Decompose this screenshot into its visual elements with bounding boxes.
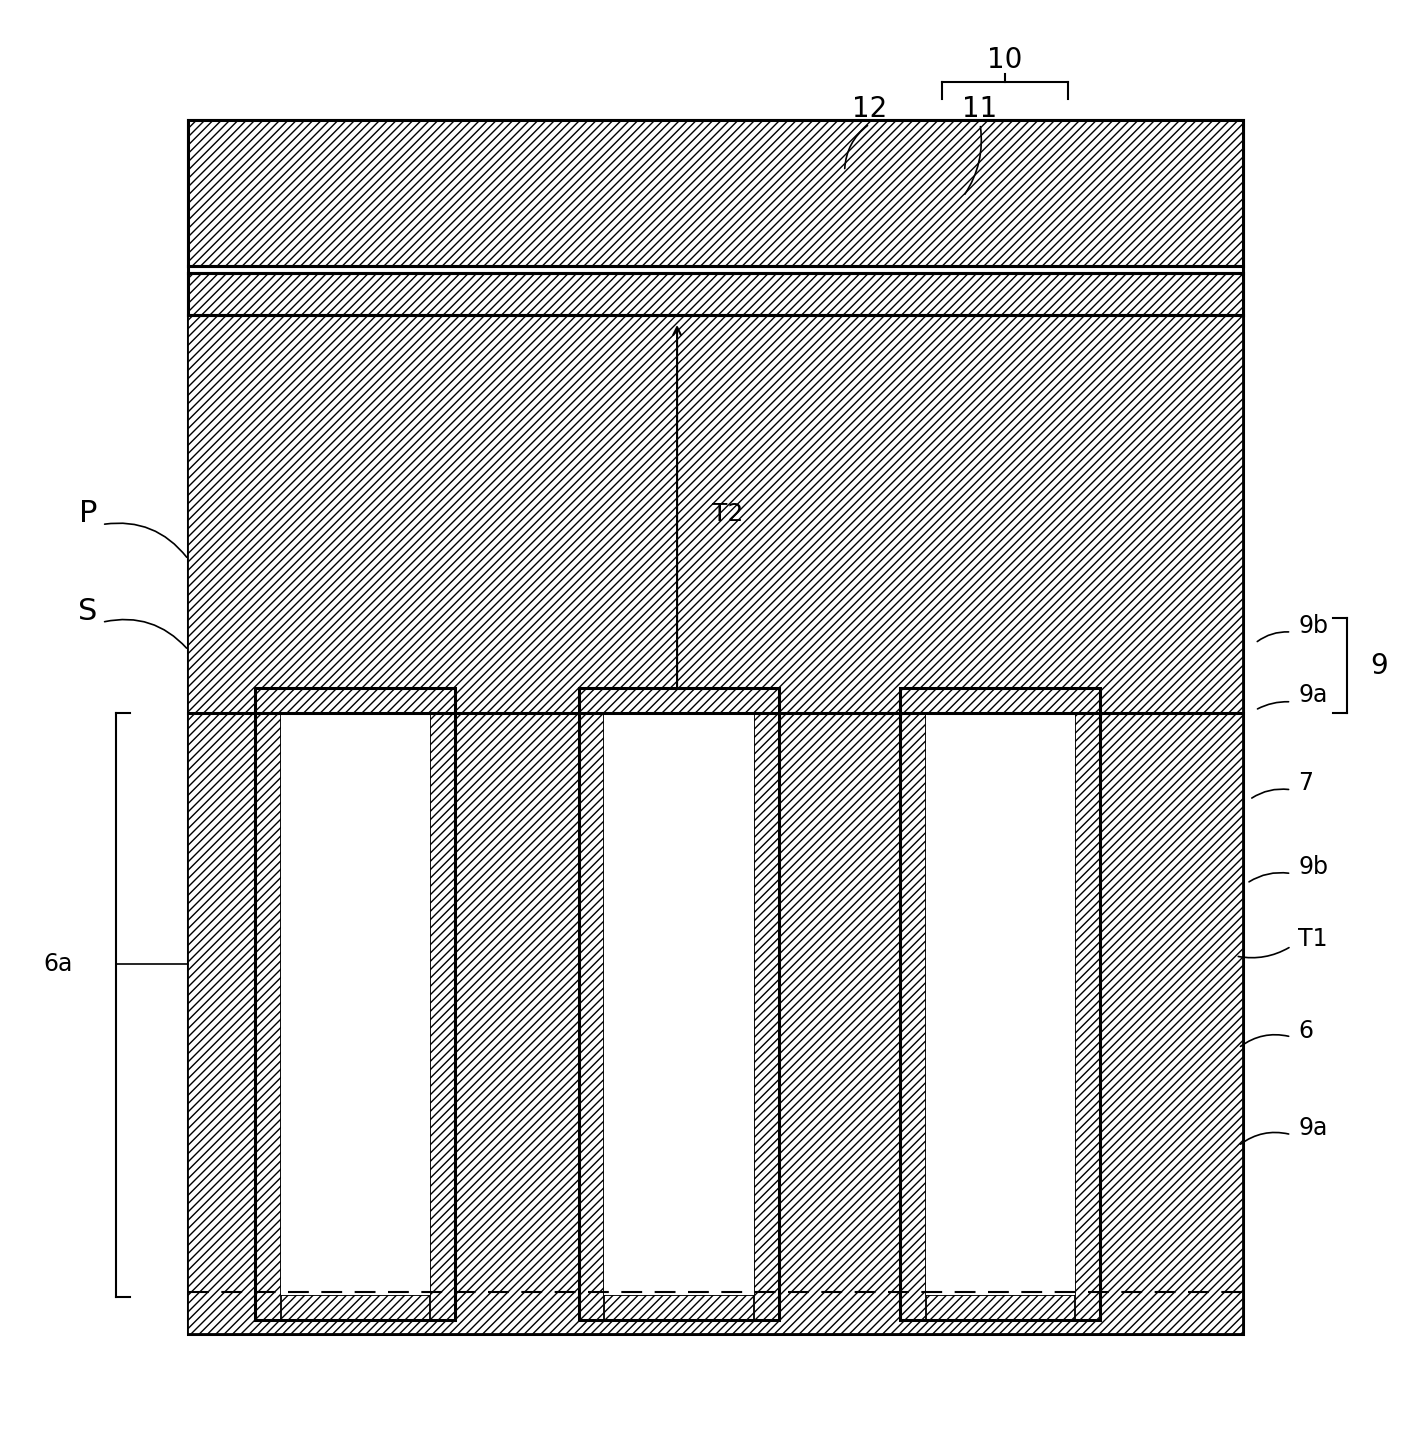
Bar <box>901 712 925 1320</box>
Bar <box>925 712 1074 1296</box>
Text: S: S <box>78 596 97 625</box>
Bar <box>754 712 778 1320</box>
Bar <box>580 712 605 1320</box>
Bar <box>189 316 1242 712</box>
Text: 11: 11 <box>963 95 998 122</box>
Text: 7: 7 <box>1299 771 1313 795</box>
Bar <box>901 688 1100 1320</box>
Text: 9b: 9b <box>1299 855 1328 878</box>
Bar <box>605 712 754 1296</box>
Text: 10: 10 <box>987 45 1022 74</box>
Text: 9: 9 <box>1371 651 1389 679</box>
Text: T2: T2 <box>712 502 743 526</box>
Bar <box>605 712 754 1296</box>
Bar <box>189 119 1242 1335</box>
Bar <box>901 688 1100 712</box>
Bar <box>1074 712 1100 1320</box>
Text: 9a: 9a <box>1299 1115 1328 1140</box>
Bar <box>925 712 1074 1296</box>
Bar <box>430 712 455 1320</box>
Text: 9a: 9a <box>1299 683 1328 707</box>
Bar <box>189 712 1242 1335</box>
Text: 6: 6 <box>1299 1019 1313 1044</box>
Bar <box>580 1296 778 1320</box>
Text: T1: T1 <box>1299 928 1328 951</box>
Text: P: P <box>79 499 97 528</box>
Bar <box>901 1296 1100 1320</box>
Text: 9b: 9b <box>1299 615 1328 638</box>
Bar <box>255 688 455 712</box>
Bar <box>255 1296 455 1320</box>
Bar <box>189 119 1242 266</box>
Bar <box>189 273 1242 316</box>
Text: 6a: 6a <box>44 952 72 976</box>
Bar <box>281 712 430 1296</box>
Bar <box>580 688 778 1320</box>
Bar <box>580 688 778 712</box>
Bar <box>255 712 281 1320</box>
Text: 12: 12 <box>852 95 887 122</box>
Bar <box>281 712 430 1296</box>
Bar <box>255 688 455 1320</box>
